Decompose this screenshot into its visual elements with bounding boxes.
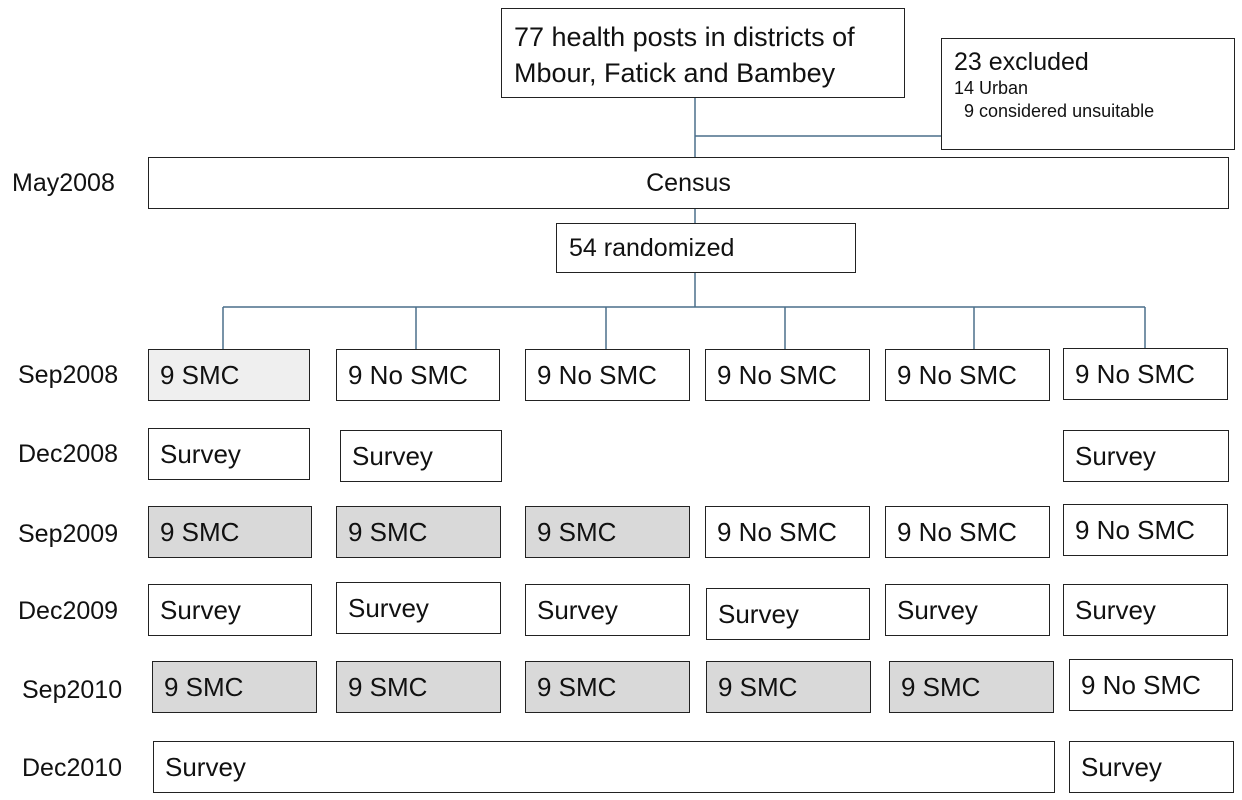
cell-text: Survey — [537, 595, 618, 625]
randomized-box: 54 randomized — [556, 223, 856, 273]
sep2009-arm5-cell: 9 No SMC — [885, 506, 1050, 558]
row-label-may2008: May2008 — [12, 169, 115, 197]
cell-text: 9 No SMC — [537, 360, 657, 390]
cell-text: 9 No SMC — [897, 517, 1017, 547]
cell-text: 9 SMC — [160, 517, 240, 547]
cell-text: 9 SMC — [164, 672, 244, 702]
cell-text: 9 SMC — [348, 517, 428, 547]
row-label-dec2010: Dec2010 — [22, 754, 123, 782]
row-label-sep2009: Sep2009 — [18, 520, 119, 548]
sep2008-arm5-cell: 9 No SMC — [885, 349, 1050, 401]
cell-text: 9 SMC — [348, 672, 428, 702]
excluded-unsuitable: 9 considered unsuitable — [964, 101, 1155, 121]
cell-text: 9 No SMC — [1081, 670, 1201, 700]
row-label-dec2009: Dec2009 — [18, 597, 119, 625]
cell-text: Survey — [718, 599, 799, 629]
dec2008-arm6-cell: Survey — [1063, 430, 1229, 482]
sep2010-arm6-cell: 9 No SMC — [1069, 659, 1233, 711]
sep2008-arm1-cell: 9 SMC — [148, 349, 310, 401]
cell-text: 9 SMC — [901, 672, 981, 702]
cell-text: 9 SMC — [160, 360, 240, 390]
dec2008-arm1-cell: Survey — [148, 428, 310, 480]
cell-text: 9 No SMC — [717, 360, 837, 390]
excluded-box: 23 excluded 14 Urban 9 considered unsuit… — [941, 38, 1235, 150]
excluded-urban: 14 Urban — [954, 78, 1029, 98]
cell-text: Survey — [348, 593, 429, 623]
sep2009-arm3-cell: 9 SMC — [525, 506, 690, 558]
census-box: Census — [148, 157, 1229, 209]
sep2008-arm6-cell: 9 No SMC — [1063, 348, 1228, 400]
cell-text: 9 No SMC — [717, 517, 837, 547]
cell-text: 9 No SMC — [1075, 359, 1195, 389]
census-label: Census — [646, 168, 731, 197]
sep2008-arm3-cell: 9 No SMC — [525, 349, 690, 401]
sep2009-arm6-cell: 9 No SMC — [1063, 504, 1228, 556]
cell-text: Survey — [160, 595, 241, 625]
cell-text: Survey — [160, 439, 241, 469]
row-label-sep2010: Sep2010 — [22, 676, 123, 704]
dec2009-arm6-cell: Survey — [1063, 584, 1228, 636]
randomized-label: 54 randomized — [569, 233, 735, 262]
dec2009-arm1-cell: Survey — [148, 584, 312, 636]
health-posts-box: 77 health posts in districts of Mbour, F… — [501, 8, 905, 98]
sep2010-arm1-cell: 9 SMC — [152, 661, 317, 713]
dec2010-combined-cell: Survey — [153, 741, 1055, 793]
cell-text: Survey — [352, 441, 433, 471]
sep2009-arm4-cell: 9 No SMC — [705, 506, 870, 558]
cell-text: 9 No SMC — [897, 360, 1017, 390]
sep2009-arm1-cell: 9 SMC — [148, 506, 312, 558]
cell-text: 9 SMC — [537, 672, 617, 702]
sep2010-arm5-cell: 9 SMC — [889, 661, 1054, 713]
excluded-title: 23 excluded — [954, 48, 1089, 76]
cell-text: Survey — [165, 752, 246, 782]
cell-text: 9 No SMC — [348, 360, 468, 390]
dec2010-arm6-cell: Survey — [1069, 741, 1234, 793]
health-posts-line1: 77 health posts in districts of — [514, 22, 855, 52]
sep2008-arm4-cell: 9 No SMC — [705, 349, 870, 401]
dec2009-arm5-cell: Survey — [885, 584, 1050, 636]
cell-text: 9 SMC — [537, 517, 617, 547]
cell-text: Survey — [1075, 595, 1156, 625]
dec2009-arm3-cell: Survey — [525, 584, 690, 636]
sep2008-arm2-cell: 9 No SMC — [336, 349, 500, 401]
sep2010-arm3-cell: 9 SMC — [525, 661, 690, 713]
sep2010-arm4-cell: 9 SMC — [706, 661, 871, 713]
cell-text: Survey — [1075, 441, 1156, 471]
row-label-sep2008: Sep2008 — [18, 361, 119, 389]
cell-text: 9 SMC — [718, 672, 798, 702]
dec2009-arm4-cell: Survey — [706, 588, 870, 640]
cell-text: 9 No SMC — [1075, 515, 1195, 545]
cell-text: Survey — [897, 595, 978, 625]
cell-text: Survey — [1081, 752, 1162, 782]
dec2008-arm2-cell: Survey — [340, 430, 502, 482]
dec2009-arm2-cell: Survey — [336, 582, 501, 634]
row-label-dec2008: Dec2008 — [18, 440, 119, 468]
sep2010-arm2-cell: 9 SMC — [336, 661, 501, 713]
health-posts-line2: Mbour, Fatick and Bambey — [514, 58, 836, 88]
sep2009-arm2-cell: 9 SMC — [336, 506, 501, 558]
